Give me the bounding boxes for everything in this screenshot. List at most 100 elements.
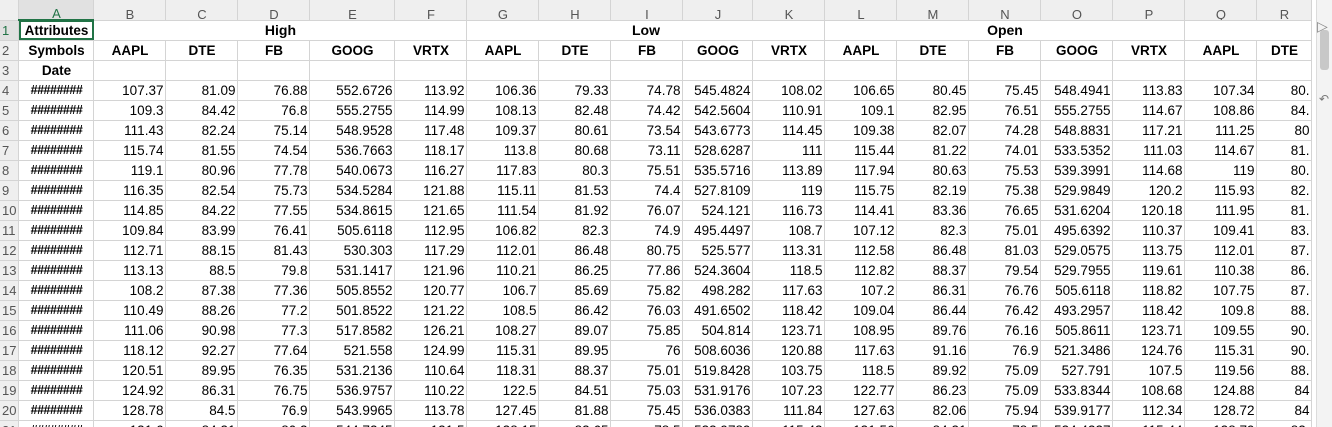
date-cell[interactable]: ######## [18,200,95,221]
cell-empty[interactable] [466,60,540,81]
value-cell[interactable]: 87. [1256,240,1313,261]
value-cell[interactable]: 76.9 [968,340,1042,361]
value-cell[interactable]: 86. [1256,260,1313,281]
value-cell[interactable]: 82.06 [896,400,970,421]
value-cell[interactable]: 121.22 [394,300,468,321]
value-cell[interactable]: 83. [1256,220,1313,241]
value-cell[interactable]: 90. [1256,320,1313,341]
column-header-r[interactable]: R [1256,0,1313,21]
value-cell[interactable]: 131.6 [93,420,167,427]
value-cell[interactable]: 493.2957 [1040,300,1114,321]
value-cell[interactable]: 77.3 [237,320,311,341]
symbol-cell[interactable]: AAPL [93,40,167,61]
value-cell[interactable]: 111.95 [1184,200,1258,221]
value-cell[interactable]: 124.92 [93,380,167,401]
value-cell[interactable]: 74.28 [968,120,1042,141]
value-cell[interactable]: 534.8615 [309,200,396,221]
value-cell[interactable]: 501.8522 [309,300,396,321]
column-header-b[interactable]: B [93,0,167,21]
symbol-cell[interactable]: GOOG [309,40,396,61]
value-cell[interactable]: 117.21 [1112,120,1186,141]
row-header[interactable]: 13 [0,260,20,281]
value-cell[interactable]: 81.43 [237,240,311,261]
value-cell[interactable]: 117.63 [824,340,898,361]
value-cell[interactable]: 73.11 [610,140,684,161]
value-cell[interactable]: 527.791 [1040,360,1114,381]
column-header-m[interactable]: M [896,0,970,21]
value-cell[interactable]: 86.48 [896,240,970,261]
value-cell[interactable]: 120.2 [1112,180,1186,201]
value-cell[interactable]: 112.71 [93,240,167,261]
value-cell[interactable]: 521.558 [309,340,396,361]
row-header[interactable]: 4 [0,80,20,101]
cell-empty[interactable] [1256,60,1313,81]
value-cell[interactable]: 75.53 [968,160,1042,181]
row-header[interactable]: 20 [0,400,20,421]
row-header[interactable]: 15 [0,300,20,321]
date-cell[interactable]: ######## [18,80,95,101]
date-cell[interactable]: ######## [18,120,95,141]
value-cell[interactable]: 498.282 [682,280,754,301]
value-cell[interactable]: 82.54 [165,180,239,201]
value-cell[interactable]: 120.18 [1112,200,1186,221]
value-cell[interactable]: 113.83 [1112,80,1186,101]
value-cell[interactable]: 76.41 [237,220,311,241]
row-header[interactable]: 9 [0,180,20,201]
value-cell[interactable]: 108.68 [1112,380,1186,401]
row-header[interactable]: 21 [0,420,20,427]
value-cell[interactable]: 536.9757 [309,380,396,401]
value-cell[interactable]: 113.75 [1112,240,1186,261]
value-cell[interactable]: 533.5352 [1040,140,1114,161]
value-cell[interactable]: 84.31 [165,420,239,427]
value-cell[interactable]: 74.54 [237,140,311,161]
value-cell[interactable]: 115.93 [1184,180,1258,201]
value-cell[interactable]: 82. [1256,420,1313,427]
column-header-d[interactable]: D [237,0,311,21]
value-cell[interactable]: 539.9177 [1040,400,1114,421]
value-cell[interactable]: 115.43 [752,420,826,427]
value-cell[interactable]: 81.03 [968,240,1042,261]
value-cell[interactable]: 116.35 [93,180,167,201]
date-cell[interactable]: ######## [18,240,95,261]
symbol-cell[interactable]: FB [968,40,1042,61]
value-cell[interactable]: 76.76 [968,280,1042,301]
value-cell[interactable]: 88.15 [165,240,239,261]
symbol-cell[interactable]: FB [610,40,684,61]
value-cell[interactable]: 80.45 [896,80,970,101]
value-cell[interactable]: 107.37 [93,80,167,101]
date-cell[interactable]: ######## [18,360,95,381]
value-cell[interactable]: 530.303 [309,240,396,261]
value-cell[interactable]: 128.15 [466,420,540,427]
value-cell[interactable]: 111.25 [1184,120,1258,141]
column-header-g[interactable]: G [466,0,540,21]
date-cell[interactable]: ######## [18,260,95,281]
value-cell[interactable]: 83.36 [896,200,970,221]
cell-date[interactable]: Date [18,60,95,81]
row-header[interactable]: 6 [0,120,20,141]
date-cell[interactable]: ######## [18,320,95,341]
value-cell[interactable]: 113.78 [394,400,468,421]
value-cell[interactable]: 113.31 [752,240,826,261]
date-cell[interactable]: ######## [18,220,95,241]
value-cell[interactable]: 126.21 [394,320,468,341]
value-cell[interactable]: 519.8428 [682,360,754,381]
value-cell[interactable]: 110.37 [1112,220,1186,241]
value-cell[interactable]: 79.33 [538,80,612,101]
symbol-cell[interactable]: GOOG [682,40,754,61]
value-cell[interactable]: 80.2 [237,420,311,427]
value-cell[interactable]: 107.23 [752,380,826,401]
date-cell[interactable]: ######## [18,140,95,161]
column-header-k[interactable]: K [752,0,826,21]
value-cell[interactable]: 114.68 [1112,160,1186,181]
row-header[interactable]: 3 [0,60,20,81]
value-cell[interactable]: 118.42 [752,300,826,321]
value-cell[interactable]: 75.82 [610,280,684,301]
row-header[interactable]: 2 [0,40,20,61]
value-cell[interactable]: 85.69 [538,280,612,301]
value-cell[interactable]: 505.8552 [309,280,396,301]
value-cell[interactable]: 74.4 [610,180,684,201]
value-cell[interactable]: 110.49 [93,300,167,321]
date-cell[interactable]: ######## [18,340,95,361]
value-cell[interactable]: 122.77 [824,380,898,401]
value-cell[interactable]: 80. [1256,80,1313,101]
